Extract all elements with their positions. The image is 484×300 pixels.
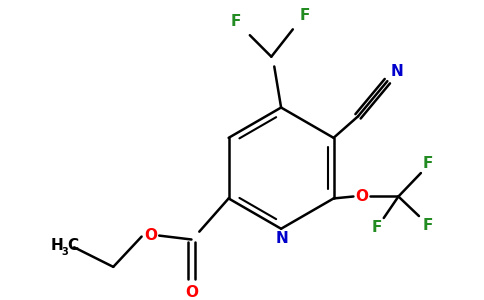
Text: O: O: [355, 189, 368, 204]
Text: 3: 3: [61, 247, 68, 257]
Text: F: F: [423, 218, 433, 233]
Text: H: H: [50, 238, 63, 253]
Text: O: O: [185, 285, 198, 300]
Text: F: F: [372, 220, 382, 235]
Text: F: F: [231, 14, 242, 29]
Text: N: N: [276, 231, 288, 246]
Text: N: N: [391, 64, 404, 79]
Text: F: F: [423, 156, 433, 171]
Text: F: F: [300, 8, 310, 23]
Text: O: O: [144, 228, 157, 243]
Text: C: C: [68, 238, 79, 253]
